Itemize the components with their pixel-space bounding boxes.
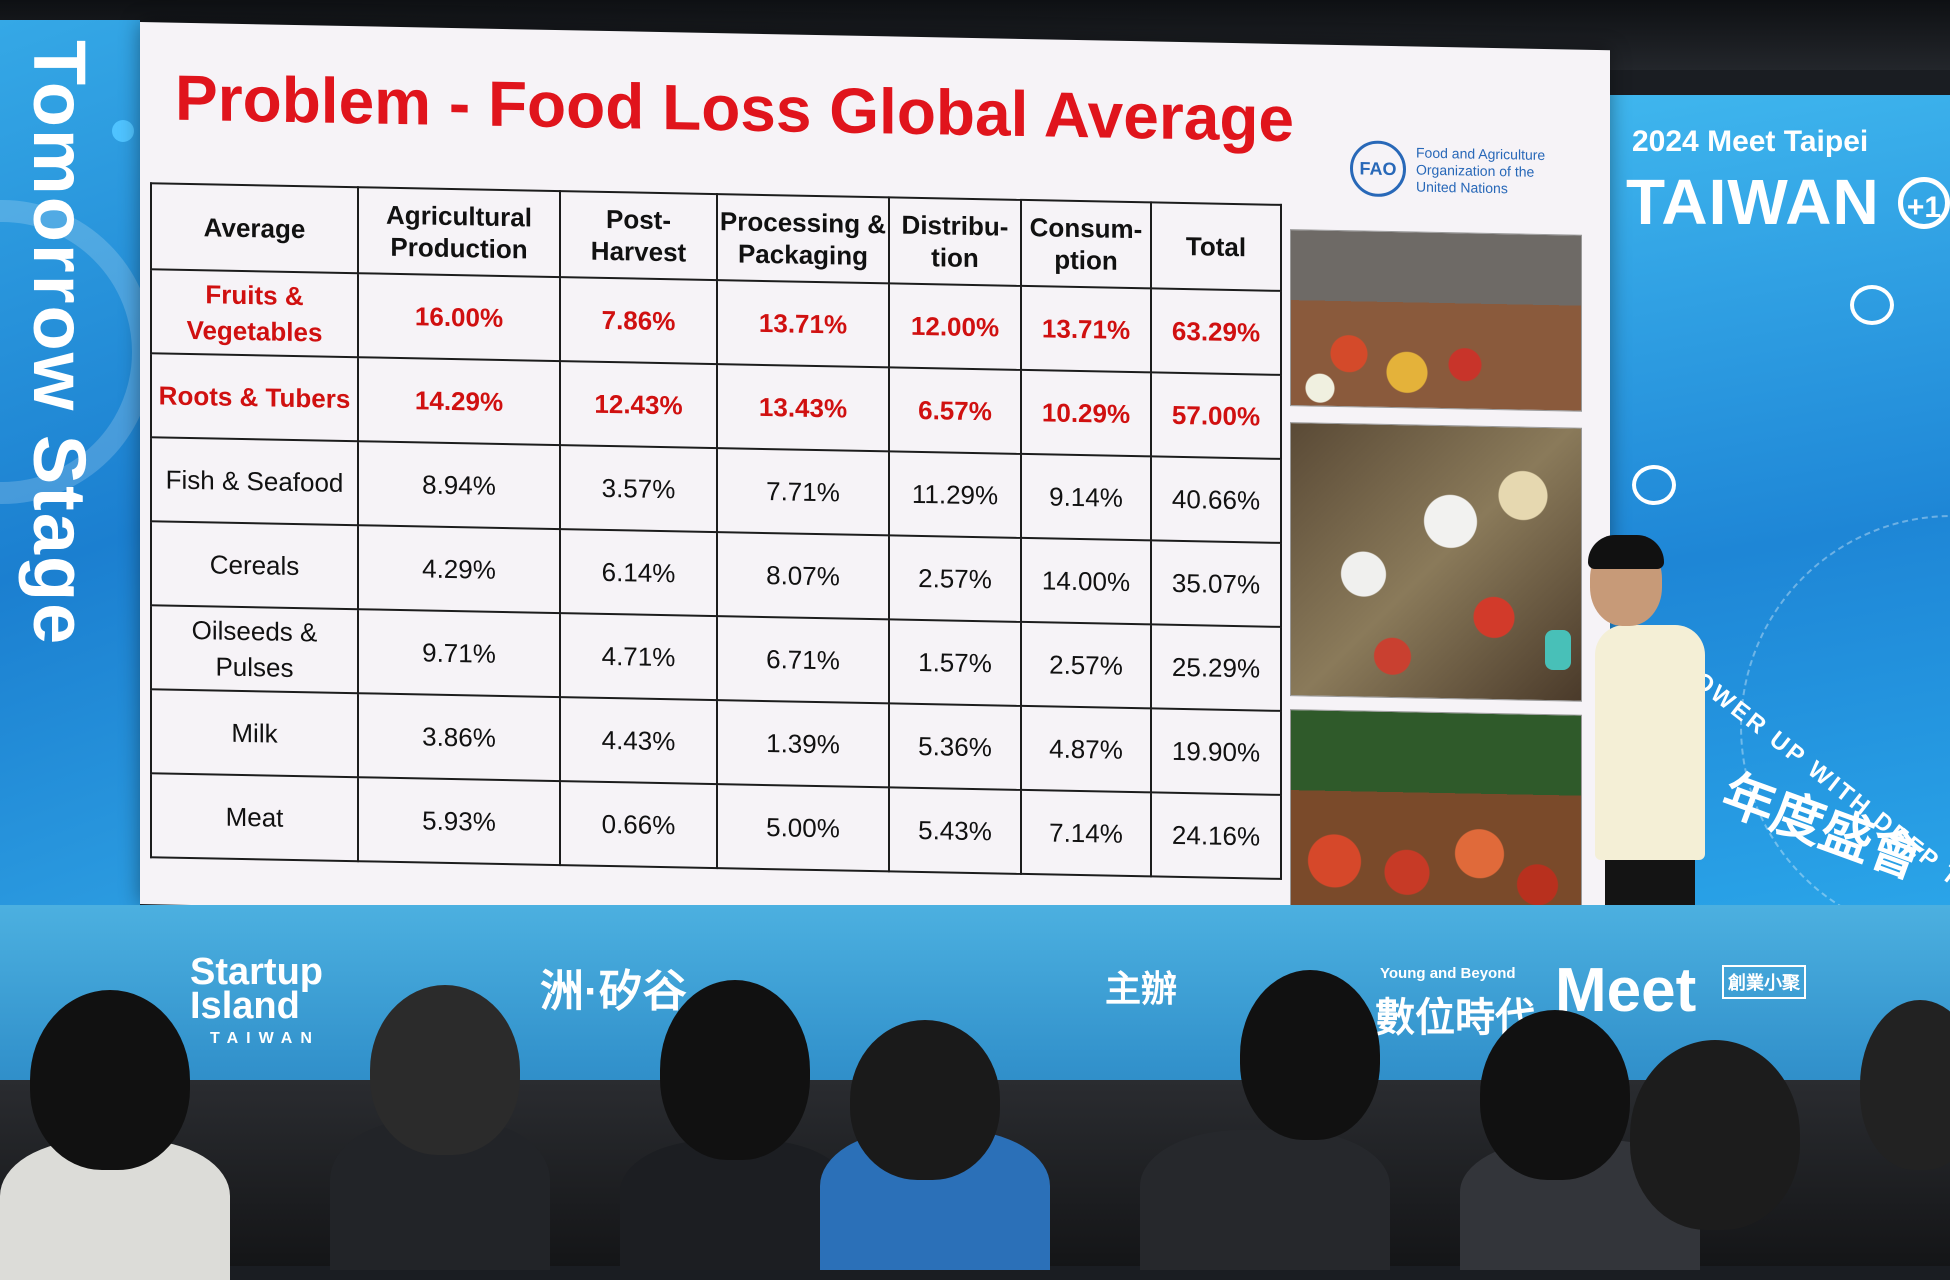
table-cell: 2.57% [1021, 621, 1151, 709]
table-cell: 1.57% [889, 619, 1021, 706]
audience-area [0, 970, 1950, 1280]
food-loss-table: Average Agricultural Production Post-Har… [150, 182, 1282, 880]
sponsor-startup-island-sub: TAIWAN [210, 1030, 320, 1047]
table-cell: 4.71% [560, 613, 717, 701]
table-cell: 10.29% [1021, 369, 1151, 457]
audience-member [1140, 1130, 1390, 1270]
slide-title: Problem - Food Loss Global Average [175, 61, 1294, 156]
table-cell: 4.43% [560, 697, 717, 785]
sponsor-organizer: 主辦 [1105, 968, 1178, 1009]
chat-bubble-icon [1632, 465, 1676, 505]
audience-member-head [1630, 1040, 1800, 1230]
table-cell: 12.00% [889, 283, 1021, 370]
audience-member-head [850, 1020, 1000, 1180]
table-header-cell: Total [1151, 202, 1281, 291]
table-cell: 7.71% [717, 448, 889, 536]
table-cell: 8.07% [717, 532, 889, 620]
table-cell: 7.14% [1021, 789, 1151, 877]
speaker-hair [1588, 535, 1664, 569]
audience-member-head [660, 980, 810, 1160]
fao-source: FAO Food and Agriculture Organization of… [1350, 140, 1566, 200]
table-header-cell: Post-Harvest [560, 191, 717, 281]
fao-org-name: Food and Agriculture Organization of the… [1416, 144, 1546, 196]
table-cell: 57.00% [1151, 372, 1281, 459]
food-waste-photo-field [1290, 709, 1582, 917]
audience-member-head [1240, 970, 1380, 1140]
audience-member-head [1480, 1010, 1630, 1180]
presentation-slide: Problem - Food Loss Global Average FAO F… [140, 22, 1610, 933]
microphone-icon [1545, 630, 1571, 670]
sponsor-young-and-beyond: Young and Beyond [1380, 965, 1516, 982]
audience-member-head [1860, 1000, 1950, 1170]
audience-member-head [370, 985, 520, 1155]
table-cell: 25.29% [1151, 624, 1281, 711]
table-cell: 1.39% [717, 700, 889, 788]
fao-logo-icon: FAO [1350, 140, 1406, 198]
table-cell: 13.71% [717, 280, 889, 368]
table-row-label: Roots & Tubers [151, 353, 358, 442]
table-cell: 6.57% [889, 367, 1021, 454]
table-cell: 5.36% [889, 703, 1021, 790]
table-row-label: Oilseeds & Pulses [151, 605, 358, 694]
table-cell: 2.57% [889, 535, 1021, 622]
table-cell: 6.14% [560, 529, 717, 617]
table-cell: 6.71% [717, 616, 889, 704]
table-cell: 5.43% [889, 787, 1021, 874]
right-banner: 2024 Meet Taipei TAIWAN +1 POWER UP WITH… [1610, 95, 1950, 905]
table-cell: 5.00% [717, 784, 889, 872]
table-cell: 35.07% [1151, 540, 1281, 627]
table-cell: 19.90% [1151, 708, 1281, 795]
left-banner-text: Tomorrow Stage [18, 40, 101, 647]
table-row-label: Fish & Seafood [151, 437, 358, 526]
event-name: 2024 Meet Taipei [1632, 125, 1869, 158]
food-waste-photo-market [1290, 229, 1582, 412]
table-header-cell: Distribu-tion [889, 197, 1021, 286]
table-row-label: Milk [151, 689, 358, 778]
table-cell: 5.93% [358, 777, 560, 866]
table-cell: 4.87% [1021, 705, 1151, 793]
table-cell: 9.71% [358, 609, 560, 698]
table-cell: 11.29% [889, 451, 1021, 538]
food-waste-photo-compost [1290, 422, 1582, 702]
table-cell: 8.94% [358, 441, 560, 530]
left-banner: Tomorrow Stage [0, 20, 140, 905]
sponsor-startup-island: Startup Island [190, 951, 323, 1027]
table-cell: 13.43% [717, 364, 889, 452]
table-header-cell: Processing & Packaging [717, 194, 889, 284]
table-cell: 3.57% [560, 445, 717, 533]
table-row-label: Fruits & Vegetables [151, 269, 358, 358]
speaker-shirt [1595, 625, 1705, 860]
table-cell: 0.66% [560, 781, 717, 869]
table-cell: 63.29% [1151, 288, 1281, 375]
table-header-cell: Consum-ption [1021, 199, 1151, 289]
table-cell: 24.16% [1151, 792, 1281, 879]
sponsor-meet-sub: 創業小聚 [1722, 965, 1806, 999]
table-cell: 9.14% [1021, 453, 1151, 541]
table-body: Fruits & Vegetables 16.00% 7.86% 13.71% 12.0… [151, 269, 1281, 879]
table-header-cell: Average [151, 183, 358, 274]
table-row-label: Meat [151, 773, 358, 862]
table-cell: 14.29% [358, 357, 560, 446]
banner-dot [112, 120, 134, 142]
brand-name: TAIWAN [1626, 166, 1880, 238]
table-header-cell: Agricultural Production [358, 187, 560, 278]
table-cell: 16.00% [358, 273, 560, 362]
brand-plus-badge: +1 [1898, 177, 1950, 229]
audience-member [620, 1140, 850, 1270]
table-cell: 7.86% [560, 277, 717, 365]
chat-bubble-icon [1850, 285, 1894, 325]
table-cell: 40.66% [1151, 456, 1281, 543]
audience-member-head [30, 990, 190, 1170]
sponsor-asia-silicon-valley: 洲·矽谷 [540, 967, 687, 1016]
table-cell: 14.00% [1021, 537, 1151, 625]
table-row-label: Cereals [151, 521, 358, 610]
table-cell: 12.43% [560, 361, 717, 449]
table-cell: 4.29% [358, 525, 560, 614]
table-cell: 3.86% [358, 693, 560, 782]
table-cell: 13.71% [1021, 285, 1151, 373]
